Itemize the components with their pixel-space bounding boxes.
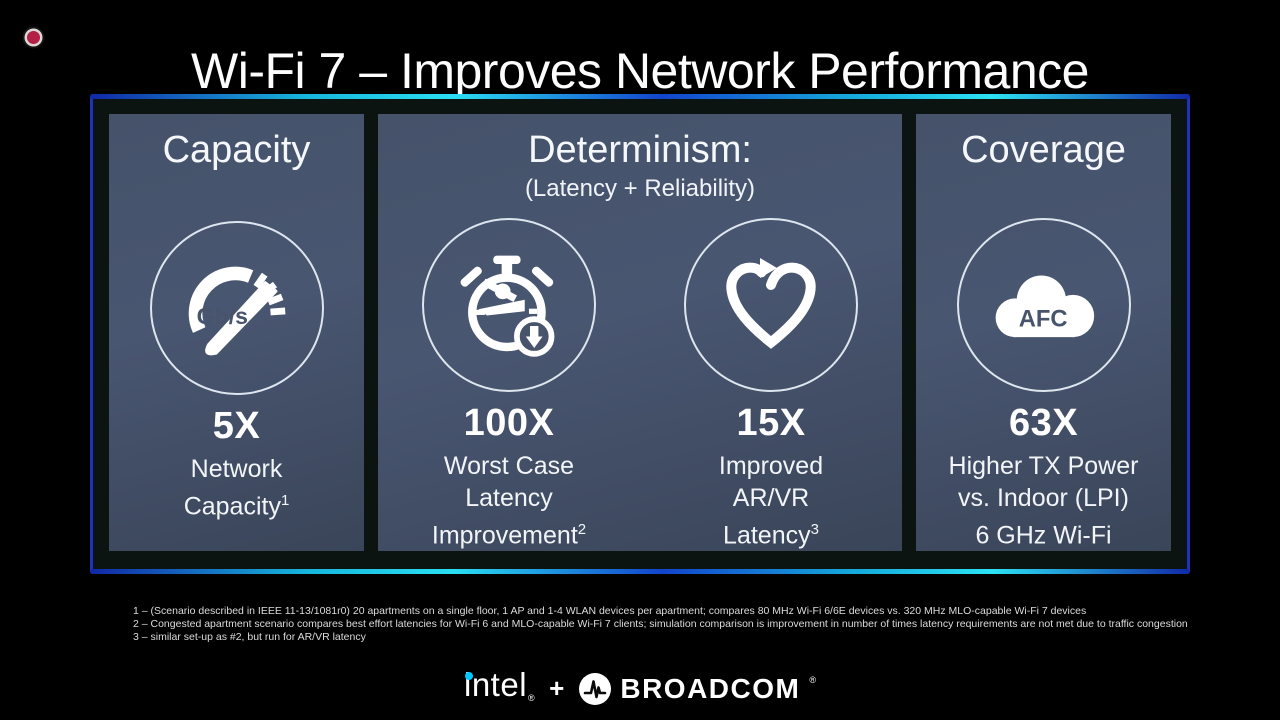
speedometer-icon-circle: Gb/s bbox=[149, 221, 324, 395]
speedometer-icon: Gb/s bbox=[188, 266, 285, 356]
coverage-desc: Higher TX Power vs. Indoor (LPI) 6 GHz W… bbox=[948, 451, 1139, 549]
footer-logos: intel® + BROADCOM ® bbox=[0, 666, 1280, 710]
card-capacity-title: Capacity bbox=[162, 129, 311, 171]
plus-icon: + bbox=[549, 672, 565, 703]
card-coverage: Coverage AFC bbox=[916, 114, 1171, 551]
reliability-item: 15X Improved AR/VR Latency3 bbox=[640, 217, 902, 551]
card-determinism: Determinism: (Latency + Reliability) bbox=[378, 114, 902, 551]
capacity-item: Gb/s 5X Network Capacity1 bbox=[149, 221, 324, 551]
cards-row: Capacity Gb/s bbox=[93, 99, 1187, 569]
intel-blue-dot-icon bbox=[464, 672, 473, 680]
latency-item: 100X Worst Case Latency Improvement2 bbox=[378, 217, 640, 551]
card-coverage-header: Coverage bbox=[916, 114, 1171, 218]
reliability-stat: 15X bbox=[736, 401, 806, 444]
stopwatch-icon bbox=[460, 255, 555, 357]
footnotes: 1 – (Scenario described in IEEE 11-13/10… bbox=[133, 605, 1188, 644]
card-capacity-header: Capacity bbox=[109, 114, 364, 221]
card-capacity: Capacity Gb/s bbox=[109, 114, 364, 551]
card-determinism-subtitle: (Latency + Reliability) bbox=[524, 175, 756, 202]
card-determinism-title: Determinism: bbox=[528, 129, 752, 171]
recording-indicator-dot bbox=[27, 31, 40, 44]
page-title: Wi-Fi 7 – Improves Network Performance bbox=[191, 42, 1089, 99]
coverage-item: AFC 63X Higher TX Power vs. Indoor (LPI)… bbox=[948, 217, 1139, 551]
cloud-afc-icon: AFC bbox=[995, 275, 1094, 337]
card-coverage-title: Coverage bbox=[961, 129, 1126, 171]
broadcom-logo: BROADCOM ® bbox=[579, 673, 816, 705]
reliability-desc: Improved AR/VR Latency3 bbox=[718, 451, 824, 549]
intel-logo: intel® bbox=[463, 666, 536, 704]
stopwatch-icon-circle bbox=[422, 217, 596, 392]
determinism-items: 100X Worst Case Latency Improvement2 bbox=[378, 217, 902, 551]
heart-loop-icon-circle bbox=[684, 217, 858, 392]
footnote-2: 2 – Congested apartment scenario compare… bbox=[133, 618, 1188, 630]
latency-desc: Worst Case Latency Improvement2 bbox=[431, 451, 587, 549]
intel-registered-mark: ® bbox=[528, 693, 536, 703]
card-determinism-header: Determinism: (Latency + Reliability) bbox=[378, 114, 902, 218]
footnote-3: 3 – similar set-up as #2, but run for AR… bbox=[133, 631, 366, 643]
capacity-desc: Network Capacity1 bbox=[183, 455, 290, 521]
broadcom-wordmark: BROADCOM bbox=[620, 673, 801, 704]
capacity-stat: 5X bbox=[212, 405, 261, 447]
footnote-1: 1 – (Scenario described in IEEE 11-13/10… bbox=[133, 605, 1087, 617]
coverage-stat: 63X bbox=[1008, 401, 1079, 444]
broadcom-registered-mark: ® bbox=[809, 675, 816, 685]
afc-label: AFC bbox=[1018, 305, 1067, 332]
gbps-label: Gb/s bbox=[196, 303, 247, 329]
broadcom-pulse-icon bbox=[579, 673, 612, 705]
heart-loop-icon bbox=[726, 257, 816, 349]
main-panel: Capacity Gb/s bbox=[90, 94, 1190, 574]
cloud-afc-icon-circle: AFC bbox=[956, 217, 1131, 392]
latency-stat: 100X bbox=[463, 401, 555, 444]
